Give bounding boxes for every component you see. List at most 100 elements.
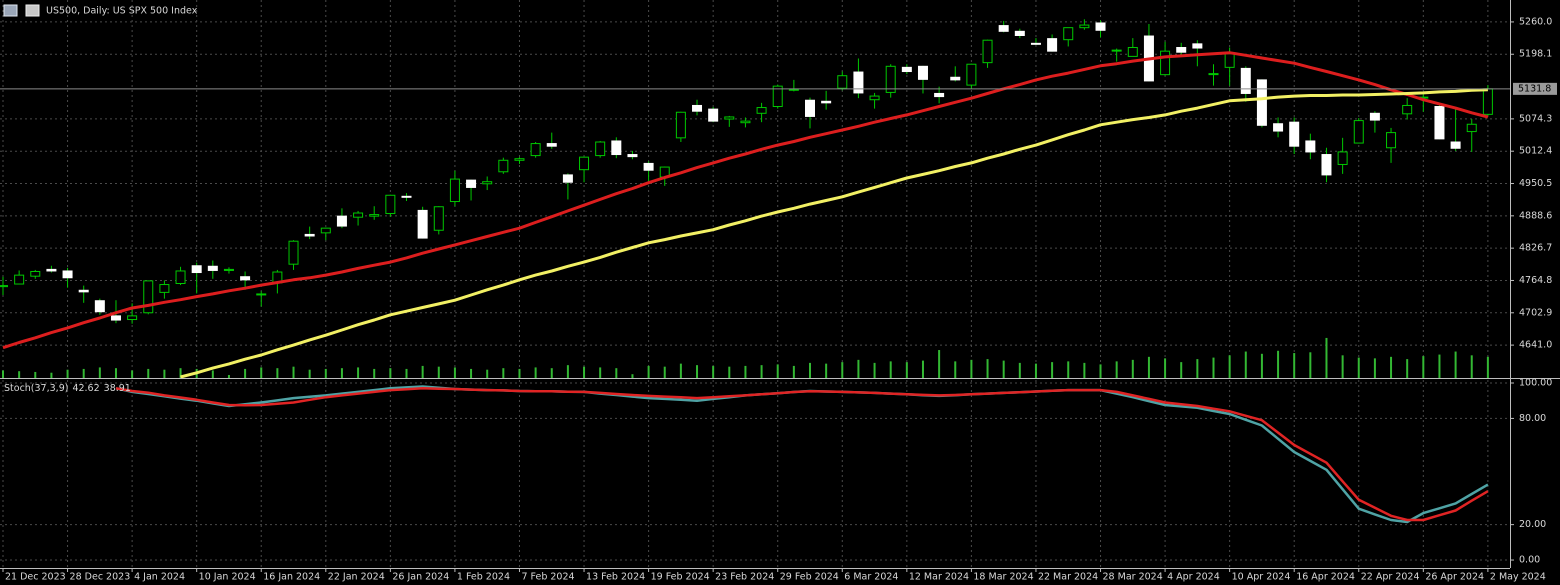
candle-body [772, 85, 783, 108]
candle-body [288, 240, 299, 265]
candle-body [869, 95, 880, 101]
candle-body [1321, 154, 1332, 176]
y-tick-label: 80.00 [1519, 413, 1546, 424]
candle-body [917, 65, 928, 80]
candle-body [708, 108, 719, 122]
candle-body [62, 270, 73, 279]
candle-body [805, 99, 815, 117]
x-tick-label: 7 Feb 2024 [521, 572, 574, 583]
candle-body [1273, 123, 1284, 132]
candle-body [1434, 106, 1445, 140]
y-tick-label: 4888.6 [1519, 210, 1552, 221]
candle-body [1014, 30, 1025, 37]
x-tick-label: 22 Apr 2024 [1361, 572, 1420, 583]
candle-body [175, 270, 186, 284]
candle-body [385, 194, 396, 215]
candle-body [1305, 140, 1316, 153]
candle-body [401, 195, 412, 198]
x-tick-label: 12 Mar 2024 [909, 572, 969, 583]
candle-body [320, 227, 331, 234]
candle-body [1030, 42, 1041, 45]
candle-body [1256, 79, 1267, 126]
candle-body [740, 120, 751, 124]
candle-body [530, 143, 541, 157]
candle-body [788, 88, 799, 91]
y-tick-label: 4641.0 [1519, 340, 1552, 351]
candle-body [1224, 53, 1235, 68]
y-tick-label: 20.00 [1519, 519, 1546, 530]
y-tick-label: 0.00 [1519, 555, 1540, 566]
x-tick-label: 4 Jan 2024 [134, 572, 185, 583]
candle-body [901, 66, 912, 73]
chart-title: US500, Daily: US SPX 500 Index [46, 6, 198, 17]
candle-body [675, 111, 686, 139]
moving-average [180, 88, 1488, 379]
candle-body [1111, 49, 1122, 52]
candle-body [256, 293, 267, 296]
candle-body [1353, 120, 1364, 144]
candle-body [240, 276, 251, 281]
toolbar-icon[interactable] [25, 4, 40, 17]
x-tick-label: 16 Apr 2024 [1296, 572, 1355, 583]
indicator-name: Stoch(37,3,9) [4, 383, 68, 394]
candle-body [143, 280, 154, 314]
candle-body [853, 71, 864, 94]
candle-body [417, 209, 428, 239]
candle-body [966, 63, 977, 86]
candle-body [579, 156, 590, 171]
x-tick-label: 28 Mar 2024 [1103, 572, 1163, 583]
x-tick-label: 23 Feb 2024 [715, 572, 774, 583]
x-tick-label: 21 Dec 2023 [5, 572, 66, 583]
candle-body [1095, 22, 1106, 31]
candle-body [498, 159, 509, 173]
candle-body [885, 65, 896, 93]
candle-body [110, 315, 121, 321]
candle-body [78, 289, 89, 293]
candle-body [1063, 27, 1074, 41]
candle-body [336, 215, 347, 227]
candle-body [692, 104, 703, 112]
candle-body [30, 270, 41, 277]
candle-body [1289, 121, 1300, 147]
candle-body [950, 76, 961, 81]
x-tick-label: 13 Feb 2024 [586, 572, 645, 583]
candle-body [191, 265, 202, 274]
candle-body [466, 179, 477, 188]
candle-body [1482, 88, 1493, 115]
x-tick-label: 22 Jan 2024 [328, 572, 385, 583]
x-tick-label: 2 May 2024 [1490, 572, 1546, 583]
indicator-value: 38.91 [104, 383, 131, 394]
candle-body [1466, 123, 1477, 133]
candle-body [1450, 141, 1461, 149]
candle-body [353, 212, 364, 218]
candle-body [1079, 24, 1090, 29]
y-tick-label: 5260.0 [1519, 16, 1552, 27]
candle-body [1176, 47, 1187, 53]
last-price-label: 5131.8 [1518, 83, 1551, 94]
candle-body [514, 158, 525, 161]
candle-body [449, 178, 460, 203]
candle-body [546, 143, 557, 147]
toolbar-icon[interactable] [3, 4, 18, 17]
candle-body [369, 214, 380, 217]
candle-body [0, 285, 8, 288]
candle-body [1127, 47, 1138, 57]
candle-body [1402, 104, 1413, 115]
y-tick-label: 5012.4 [1519, 146, 1552, 157]
indicator-title: Stoch(37,3,9) 42.62 38.91 [4, 383, 131, 394]
y-tick-label: 4826.7 [1519, 243, 1552, 254]
candle-body [1386, 132, 1397, 149]
candle-body [1160, 50, 1171, 76]
x-tick-label: 6 Mar 2024 [844, 572, 898, 583]
candle-body [482, 181, 493, 185]
candle-body [595, 141, 606, 157]
candle-body [1192, 43, 1203, 49]
y-tick-label: 4702.9 [1519, 307, 1552, 318]
indicator-value: 42.62 [72, 383, 99, 394]
candle-body [724, 116, 735, 120]
stoch-line [115, 387, 1489, 522]
candle-body [304, 233, 315, 237]
